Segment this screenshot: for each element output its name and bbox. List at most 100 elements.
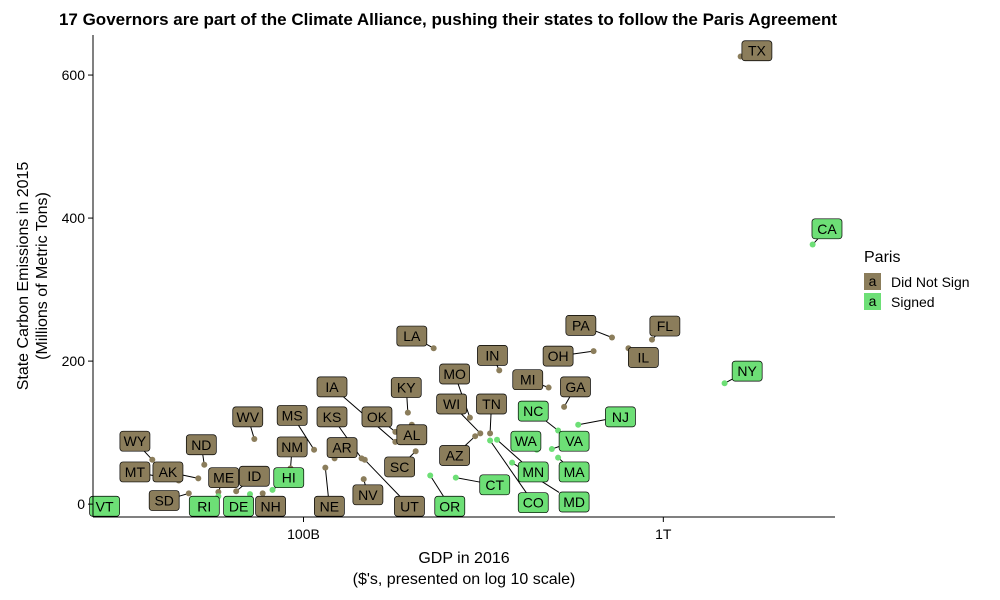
x-axis-title: GDP in 2016: [418, 550, 509, 567]
label-nv: NV: [352, 484, 384, 506]
label-text-ut: UT: [400, 498, 419, 514]
label-ia: IA: [316, 376, 348, 398]
point-tn: [487, 430, 494, 437]
label-or: OR: [434, 495, 466, 517]
label-text-or: OR: [439, 498, 460, 514]
point-ky: [404, 409, 411, 416]
label-box-ca: [811, 218, 843, 240]
label-nm: NM: [276, 436, 308, 458]
label-sc: SC: [384, 456, 415, 478]
label-text-mo: MO: [443, 366, 466, 382]
point-va: [548, 446, 555, 453]
plot-area: TX PA FL IL OH LA IN MI GA MO KY IA WI TN WV MS KS OK AL ND…: [89, 40, 843, 517]
label-text-il: IL: [638, 350, 650, 366]
label-box-id: [238, 465, 270, 487]
label-text-va: VA: [565, 433, 583, 449]
point-fl: [648, 336, 655, 343]
label-text-la: LA: [403, 328, 421, 344]
label-box-ks: [316, 406, 348, 428]
point-wv: [251, 436, 258, 443]
label-box-tx: [741, 40, 773, 62]
label-text-ne: NE: [320, 498, 339, 514]
label-box-mi: [512, 369, 544, 391]
leader-ct: [455, 477, 480, 483]
label-text-hi: HI: [282, 470, 296, 486]
label-box-nm: [276, 436, 308, 458]
label-text-ks: KS: [323, 409, 342, 425]
label-box-pa: [565, 314, 597, 336]
point-me: [215, 488, 222, 495]
label-me: ME: [208, 467, 240, 489]
label-la: LA: [396, 325, 428, 347]
label-box-wy: [119, 430, 151, 452]
legend-title: Paris: [864, 249, 900, 266]
point-la: [430, 345, 437, 352]
label-hi: HI: [273, 467, 305, 489]
y-axis-title: State Carbon Emissions in 2015: [15, 162, 32, 391]
point-nd: [201, 461, 208, 468]
leader-or: [429, 475, 444, 497]
label-box-ok: [361, 406, 393, 428]
label-ny: NY: [731, 360, 763, 382]
label-ma: MA: [558, 461, 590, 483]
point-id: [233, 488, 240, 495]
leader-mn: [496, 439, 523, 463]
label-box-nj: [605, 406, 636, 428]
label-box-wv: [232, 406, 264, 428]
label-box-va: [558, 430, 590, 452]
y-tick-label-600: 600: [62, 67, 86, 83]
point-ne: [322, 464, 329, 471]
label-mn: MN: [517, 461, 549, 483]
label-box-de: [223, 495, 254, 517]
legend-key-glyph: a: [869, 273, 877, 289]
label-nd: ND: [185, 434, 217, 456]
label-text-tx: TX: [748, 43, 767, 59]
label-ri: RI: [188, 495, 220, 517]
label-box-oh: [542, 345, 574, 367]
label-text-ny: NY: [737, 363, 757, 379]
legend-label-signed: Signed: [891, 294, 935, 310]
label-text-nd: ND: [191, 437, 211, 453]
label-text-ok: OK: [367, 409, 388, 425]
point-ma: [555, 454, 562, 461]
label-ca: CA: [811, 218, 843, 240]
label-al: AL: [396, 424, 428, 446]
label-text-pa: PA: [572, 317, 590, 333]
label-ks: KS: [316, 406, 348, 428]
label-text-sd: SD: [154, 493, 173, 509]
label-box-ga: [560, 376, 591, 398]
label-box-wa: [510, 430, 542, 452]
y-tick-label-400: 400: [62, 210, 86, 226]
point-ca: [809, 241, 816, 248]
point-wy: [149, 456, 156, 463]
label-box-ut: [394, 495, 425, 517]
y-axis-ticks: 0 200 400 600: [62, 67, 93, 512]
y-axis-subtitle: (Millions of Metric Tons): [34, 192, 51, 360]
label-box-tn: [476, 393, 507, 415]
label-box-al: [396, 424, 428, 446]
label-ut: UT: [394, 495, 425, 517]
label-text-wv: WV: [236, 409, 259, 425]
label-text-fl: FL: [657, 318, 674, 334]
label-box-nh: [255, 495, 286, 517]
point-mo: [466, 414, 473, 421]
label-mt: MT: [119, 461, 151, 483]
label-text-mt: MT: [125, 464, 146, 480]
label-text-wa: WA: [515, 433, 538, 449]
label-wv: WV: [232, 406, 264, 428]
label-text-az: AZ: [446, 447, 464, 463]
legend-key-signed: [864, 293, 881, 310]
point-mi: [545, 384, 552, 391]
label-id: ID: [238, 465, 270, 487]
point-ga: [561, 403, 568, 410]
point-hi: [269, 486, 276, 493]
label-text-ar: AR: [332, 440, 351, 456]
label-box-ky: [390, 377, 422, 398]
label-text-ak: AK: [159, 464, 178, 480]
legend-entry-signed: a Signed: [864, 293, 935, 310]
label-box-co: [517, 492, 549, 514]
point-ak: [195, 475, 202, 482]
label-ar: AR: [326, 437, 358, 458]
label-box-az: [439, 445, 470, 466]
label-text-mn: MN: [522, 464, 544, 480]
